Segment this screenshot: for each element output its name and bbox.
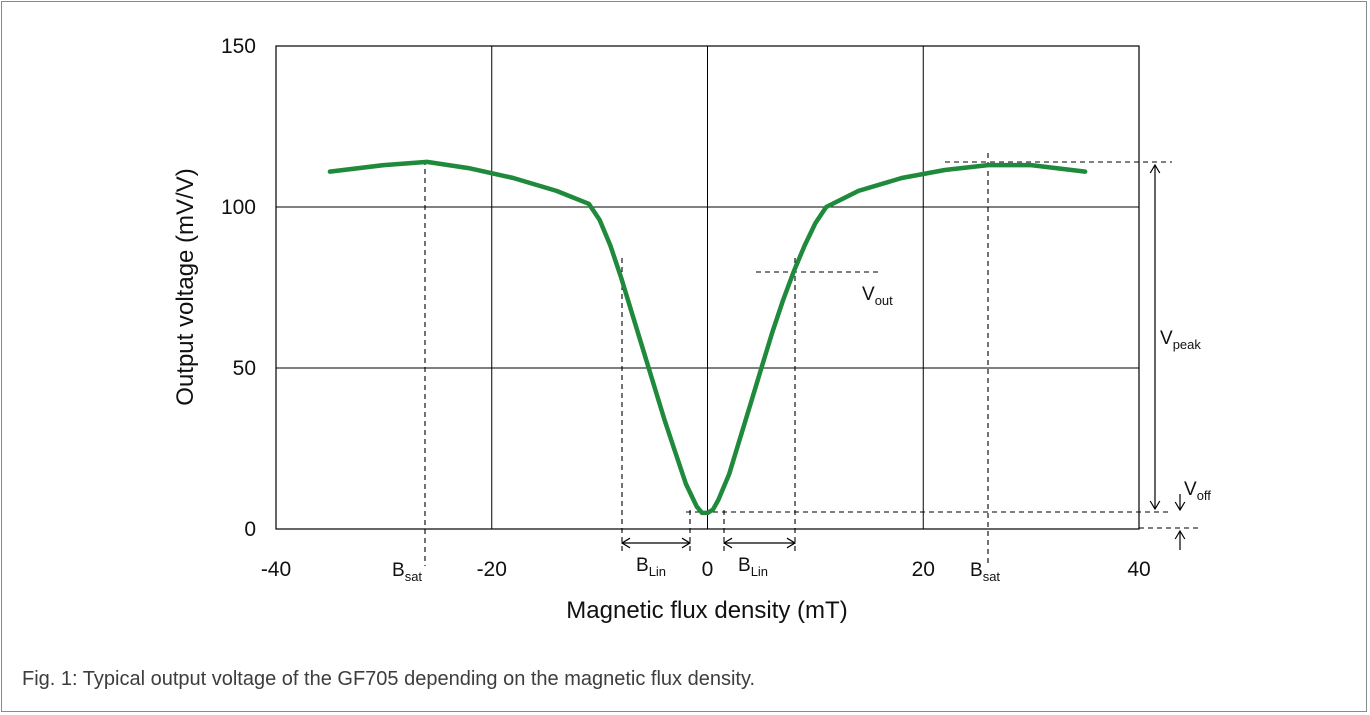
vout-label: Vout bbox=[862, 284, 893, 308]
grid-lines bbox=[275, 45, 1140, 530]
blin-left-arrowhead-r bbox=[681, 537, 692, 549]
x-tick-label: 20 bbox=[912, 558, 935, 581]
y-tick-label: 100 bbox=[221, 196, 256, 219]
x-tick-label: 40 bbox=[1127, 558, 1150, 581]
blin-right-arrowhead-l bbox=[722, 537, 733, 549]
series-line bbox=[327, 159, 1088, 516]
voff-label: Voff bbox=[1184, 479, 1211, 503]
vpeak-arrowhead-down bbox=[1149, 500, 1161, 511]
figure-caption: Fig. 1: Typical output voltage of the GF… bbox=[22, 668, 756, 690]
vpeak-label: Vpeak bbox=[1160, 328, 1201, 352]
x-axis-label: Magnetic flux density (mT) bbox=[566, 597, 847, 624]
voff-arrowhead-down bbox=[1174, 501, 1186, 512]
y-tick-labels: 0 50 100 150 bbox=[221, 35, 256, 541]
y-axis-label: Output voltage (mV/V) bbox=[172, 168, 199, 405]
x-tick-label: -20 bbox=[477, 558, 507, 581]
vpeak-arrowhead-up bbox=[1149, 163, 1161, 174]
bsat-left-label: Bsat bbox=[392, 560, 422, 584]
x-tick-label: -40 bbox=[261, 558, 291, 581]
bsat-right-label: Bsat bbox=[970, 560, 1000, 584]
blin-left-arrowhead-l bbox=[620, 537, 631, 549]
blin-right-label: BLin bbox=[738, 555, 768, 579]
x-tick-label: 0 bbox=[702, 558, 714, 581]
y-tick-label: 50 bbox=[233, 357, 256, 380]
x-tick-labels: -40 -20 0 20 40 bbox=[261, 558, 1151, 581]
annotations: Bsat Bsat BLin BLin Vout Vpeak Voff bbox=[392, 153, 1211, 584]
y-tick-label: 0 bbox=[244, 518, 256, 541]
voff-arrowhead-up bbox=[1174, 529, 1186, 540]
blin-left-label: BLin bbox=[636, 555, 666, 579]
y-tick-label: 150 bbox=[221, 35, 256, 58]
blin-right-arrowhead-r bbox=[786, 537, 797, 549]
plot-border bbox=[275, 45, 1140, 530]
